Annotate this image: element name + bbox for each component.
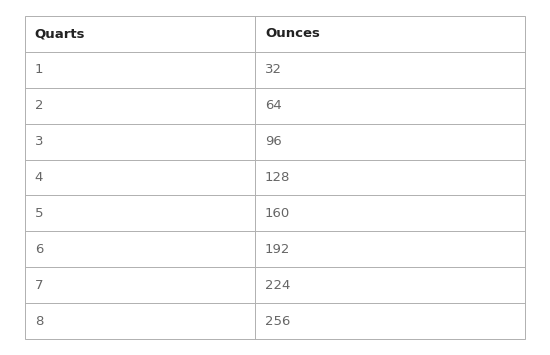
Text: 6: 6 bbox=[35, 243, 43, 256]
Text: 224: 224 bbox=[265, 279, 290, 292]
Text: 128: 128 bbox=[265, 171, 290, 184]
Text: 5: 5 bbox=[35, 207, 43, 220]
Text: Ounces: Ounces bbox=[265, 27, 320, 40]
Text: 1: 1 bbox=[35, 63, 43, 76]
Text: 7: 7 bbox=[35, 279, 43, 292]
Text: 256: 256 bbox=[265, 315, 290, 328]
Text: 3: 3 bbox=[35, 135, 43, 148]
Text: 2: 2 bbox=[35, 99, 43, 112]
Text: 64: 64 bbox=[265, 99, 282, 112]
Text: 192: 192 bbox=[265, 243, 290, 256]
Text: 4: 4 bbox=[35, 171, 43, 184]
Text: 96: 96 bbox=[265, 135, 282, 148]
Text: 32: 32 bbox=[265, 63, 282, 76]
Text: Quarts: Quarts bbox=[35, 27, 85, 40]
Text: 160: 160 bbox=[265, 207, 290, 220]
Text: 8: 8 bbox=[35, 315, 43, 328]
